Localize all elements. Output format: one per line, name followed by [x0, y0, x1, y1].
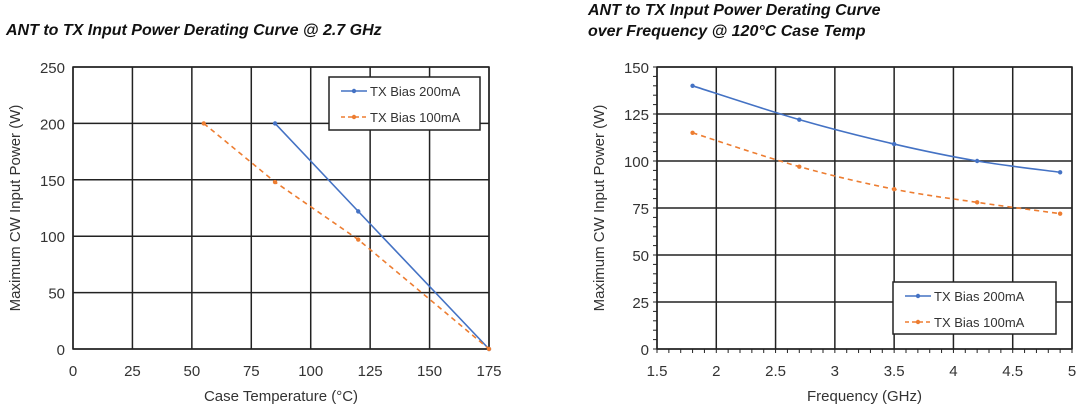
y-tick-label: 50	[632, 248, 649, 265]
chart-0: 0 25 50 75 100 125 150 175 0 50 100 150 200 250 Case T…	[7, 60, 502, 405]
y-axis-label: Maximum CW Input Power (W)	[591, 105, 608, 312]
legend-marker	[915, 293, 921, 299]
y-tick-label: 50	[48, 286, 65, 303]
y-tick-label: 200	[40, 116, 65, 133]
x-axis-label: Case Temperature (°C)	[204, 388, 358, 405]
right-chart-title: ANT to TX Input Power Derating Curve	[588, 2, 881, 19]
data-point	[356, 237, 361, 242]
x-tick-label: 3	[831, 363, 839, 380]
series-line-100ma	[203, 122, 490, 350]
data-point	[272, 121, 278, 126]
left-chart-title: ANT to TX Input Power Derating Curve @ 2…	[6, 22, 382, 39]
x-tick-label: 100	[298, 363, 323, 380]
legend-box	[328, 76, 481, 131]
y-tick-label: 100	[624, 154, 649, 171]
legend: TX Bias 200mA TX Bias 100mA	[892, 281, 1057, 335]
x-tick-label: 25	[124, 363, 141, 380]
legend-label: TX Bias 100mA	[934, 315, 1025, 330]
y-tick-label: 100	[40, 229, 65, 246]
x-tick-label: 1.5	[647, 363, 668, 380]
x-tick-label: 125	[358, 363, 383, 380]
y-tick-label: 0	[641, 342, 649, 359]
data-point	[1057, 211, 1063, 216]
chart-1: 1.5 2 2.5 3 3.5 4 4.5 50255075100125150Frequenc…	[591, 60, 1076, 405]
data-point	[356, 209, 361, 214]
x-tick-label: 75	[243, 363, 260, 380]
data-point	[690, 130, 695, 135]
data-point	[797, 164, 802, 169]
x-tick-label: 150	[417, 363, 442, 380]
data-point	[974, 158, 980, 164]
legend-label: TX Bias 200mA	[370, 84, 461, 99]
x-tick-label: 2	[712, 363, 720, 380]
y-tick-label: 250	[40, 60, 65, 77]
data-point	[797, 117, 802, 122]
x-tick-label: 4.5	[1002, 363, 1023, 380]
x-tick-label: 5	[1068, 363, 1076, 380]
y-tick-label: 150	[40, 173, 65, 190]
y-tick-label: 150	[624, 60, 649, 77]
legend-marker	[915, 319, 921, 325]
y-axis-label: Maximum CW Input Power (W)	[7, 105, 24, 312]
legend-label: TX Bias 100mA	[370, 110, 461, 125]
legend: TX Bias 200mA TX Bias 100mA	[328, 76, 481, 131]
x-axis-label: Frequency (GHz)	[807, 388, 922, 405]
legend-marker	[351, 114, 357, 120]
legend-marker	[351, 88, 357, 94]
y-tick-label: 75	[632, 201, 649, 218]
x-tick-label: 175	[476, 363, 501, 380]
x-tick-label: 3.5	[884, 363, 905, 380]
x-tick-label: 0	[69, 363, 77, 380]
legend-box	[892, 281, 1057, 335]
y-tick-label: 0	[57, 342, 65, 359]
right-chart-title-line2: over Frequency @ 120°C Case Temp	[588, 23, 866, 40]
y-tick-label: 125	[624, 107, 649, 124]
x-tick-label: 4	[949, 363, 957, 380]
legend-label: TX Bias 200mA	[934, 289, 1025, 304]
data-point	[891, 141, 897, 147]
data-point	[1057, 170, 1063, 175]
data-point	[272, 179, 278, 185]
data-point	[201, 121, 206, 126]
x-tick-label: 50	[184, 363, 201, 380]
y-tick-label: 25	[632, 295, 649, 312]
data-point	[891, 187, 897, 192]
x-tick-label: 2.5	[765, 363, 786, 380]
data-point	[690, 83, 695, 89]
data-point	[974, 200, 980, 205]
data-point	[486, 346, 492, 352]
